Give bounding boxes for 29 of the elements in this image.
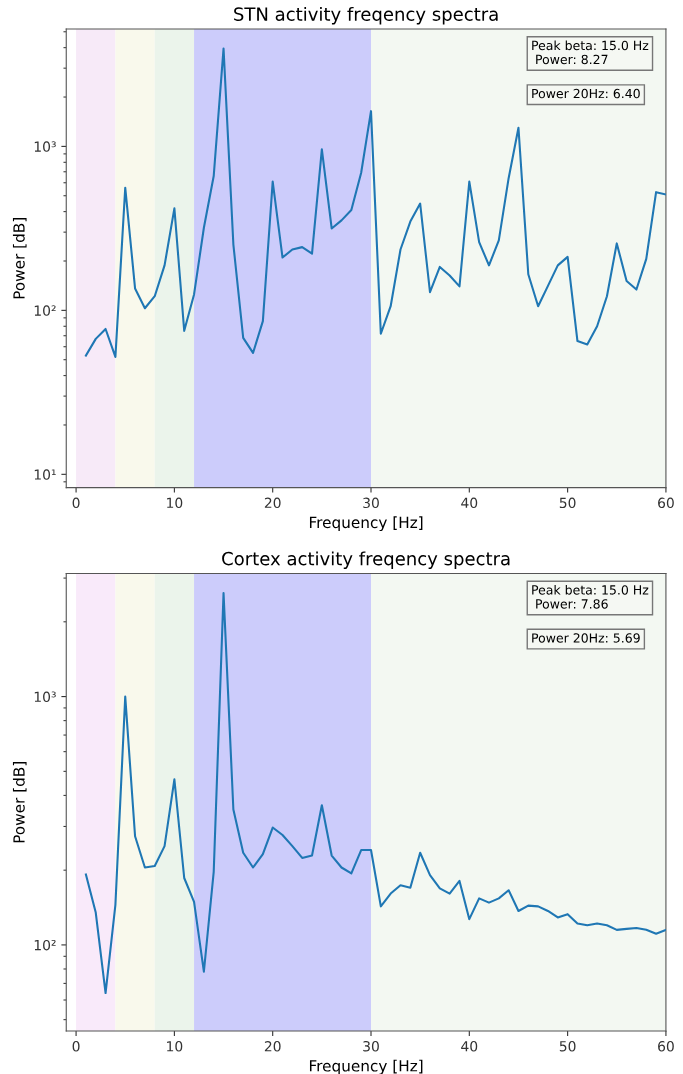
annotation: Peak beta: 15.0 Hz Power: 8.27 [532,40,649,65]
x-tick-label: 0 [72,1041,80,1052]
y-tick-label: 10¹ [34,469,56,480]
x-axis-title: Frequency [Hz] [309,516,423,532]
x-tick-label: 40 [461,497,478,509]
annotation: Peak beta: 15.0 Hz Power: 7.86 [532,584,649,609]
x-tick-label: 60 [658,1041,674,1052]
y-tick-label: 10³ [34,691,56,703]
x-tick-label: 20 [264,1041,281,1052]
y-tick-label: 10³ [34,141,56,152]
x-tick-label: 50 [559,497,576,509]
x-tick-label: 20 [264,497,281,509]
x-tick-label: 60 [658,497,674,509]
annotation: Power 20Hz: 6.40 [532,88,640,99]
chart-title: STN activity freqency spectra [234,6,498,25]
y-tick-label: 10² [34,305,56,316]
x-tick-label: 30 [363,1041,379,1052]
chart-title: Cortex activity freqency spectra [222,551,510,569]
x-tick-label: 0 [72,497,80,509]
x-tick-label: 10 [167,1041,183,1052]
x-tick-label: 10 [167,497,183,509]
y-axis-title: Power [dB] [12,218,27,299]
x-tick-label: 30 [363,497,379,509]
annotation: Power 20Hz: 5.69 [532,633,640,643]
x-axis-title: Frequency [Hz] [309,1059,423,1074]
y-axis-title: Power [dB] [12,762,27,843]
x-tick-label: 40 [461,1041,478,1052]
y-tick-label: 10² [34,939,56,951]
x-tick-label: 50 [559,1041,576,1052]
